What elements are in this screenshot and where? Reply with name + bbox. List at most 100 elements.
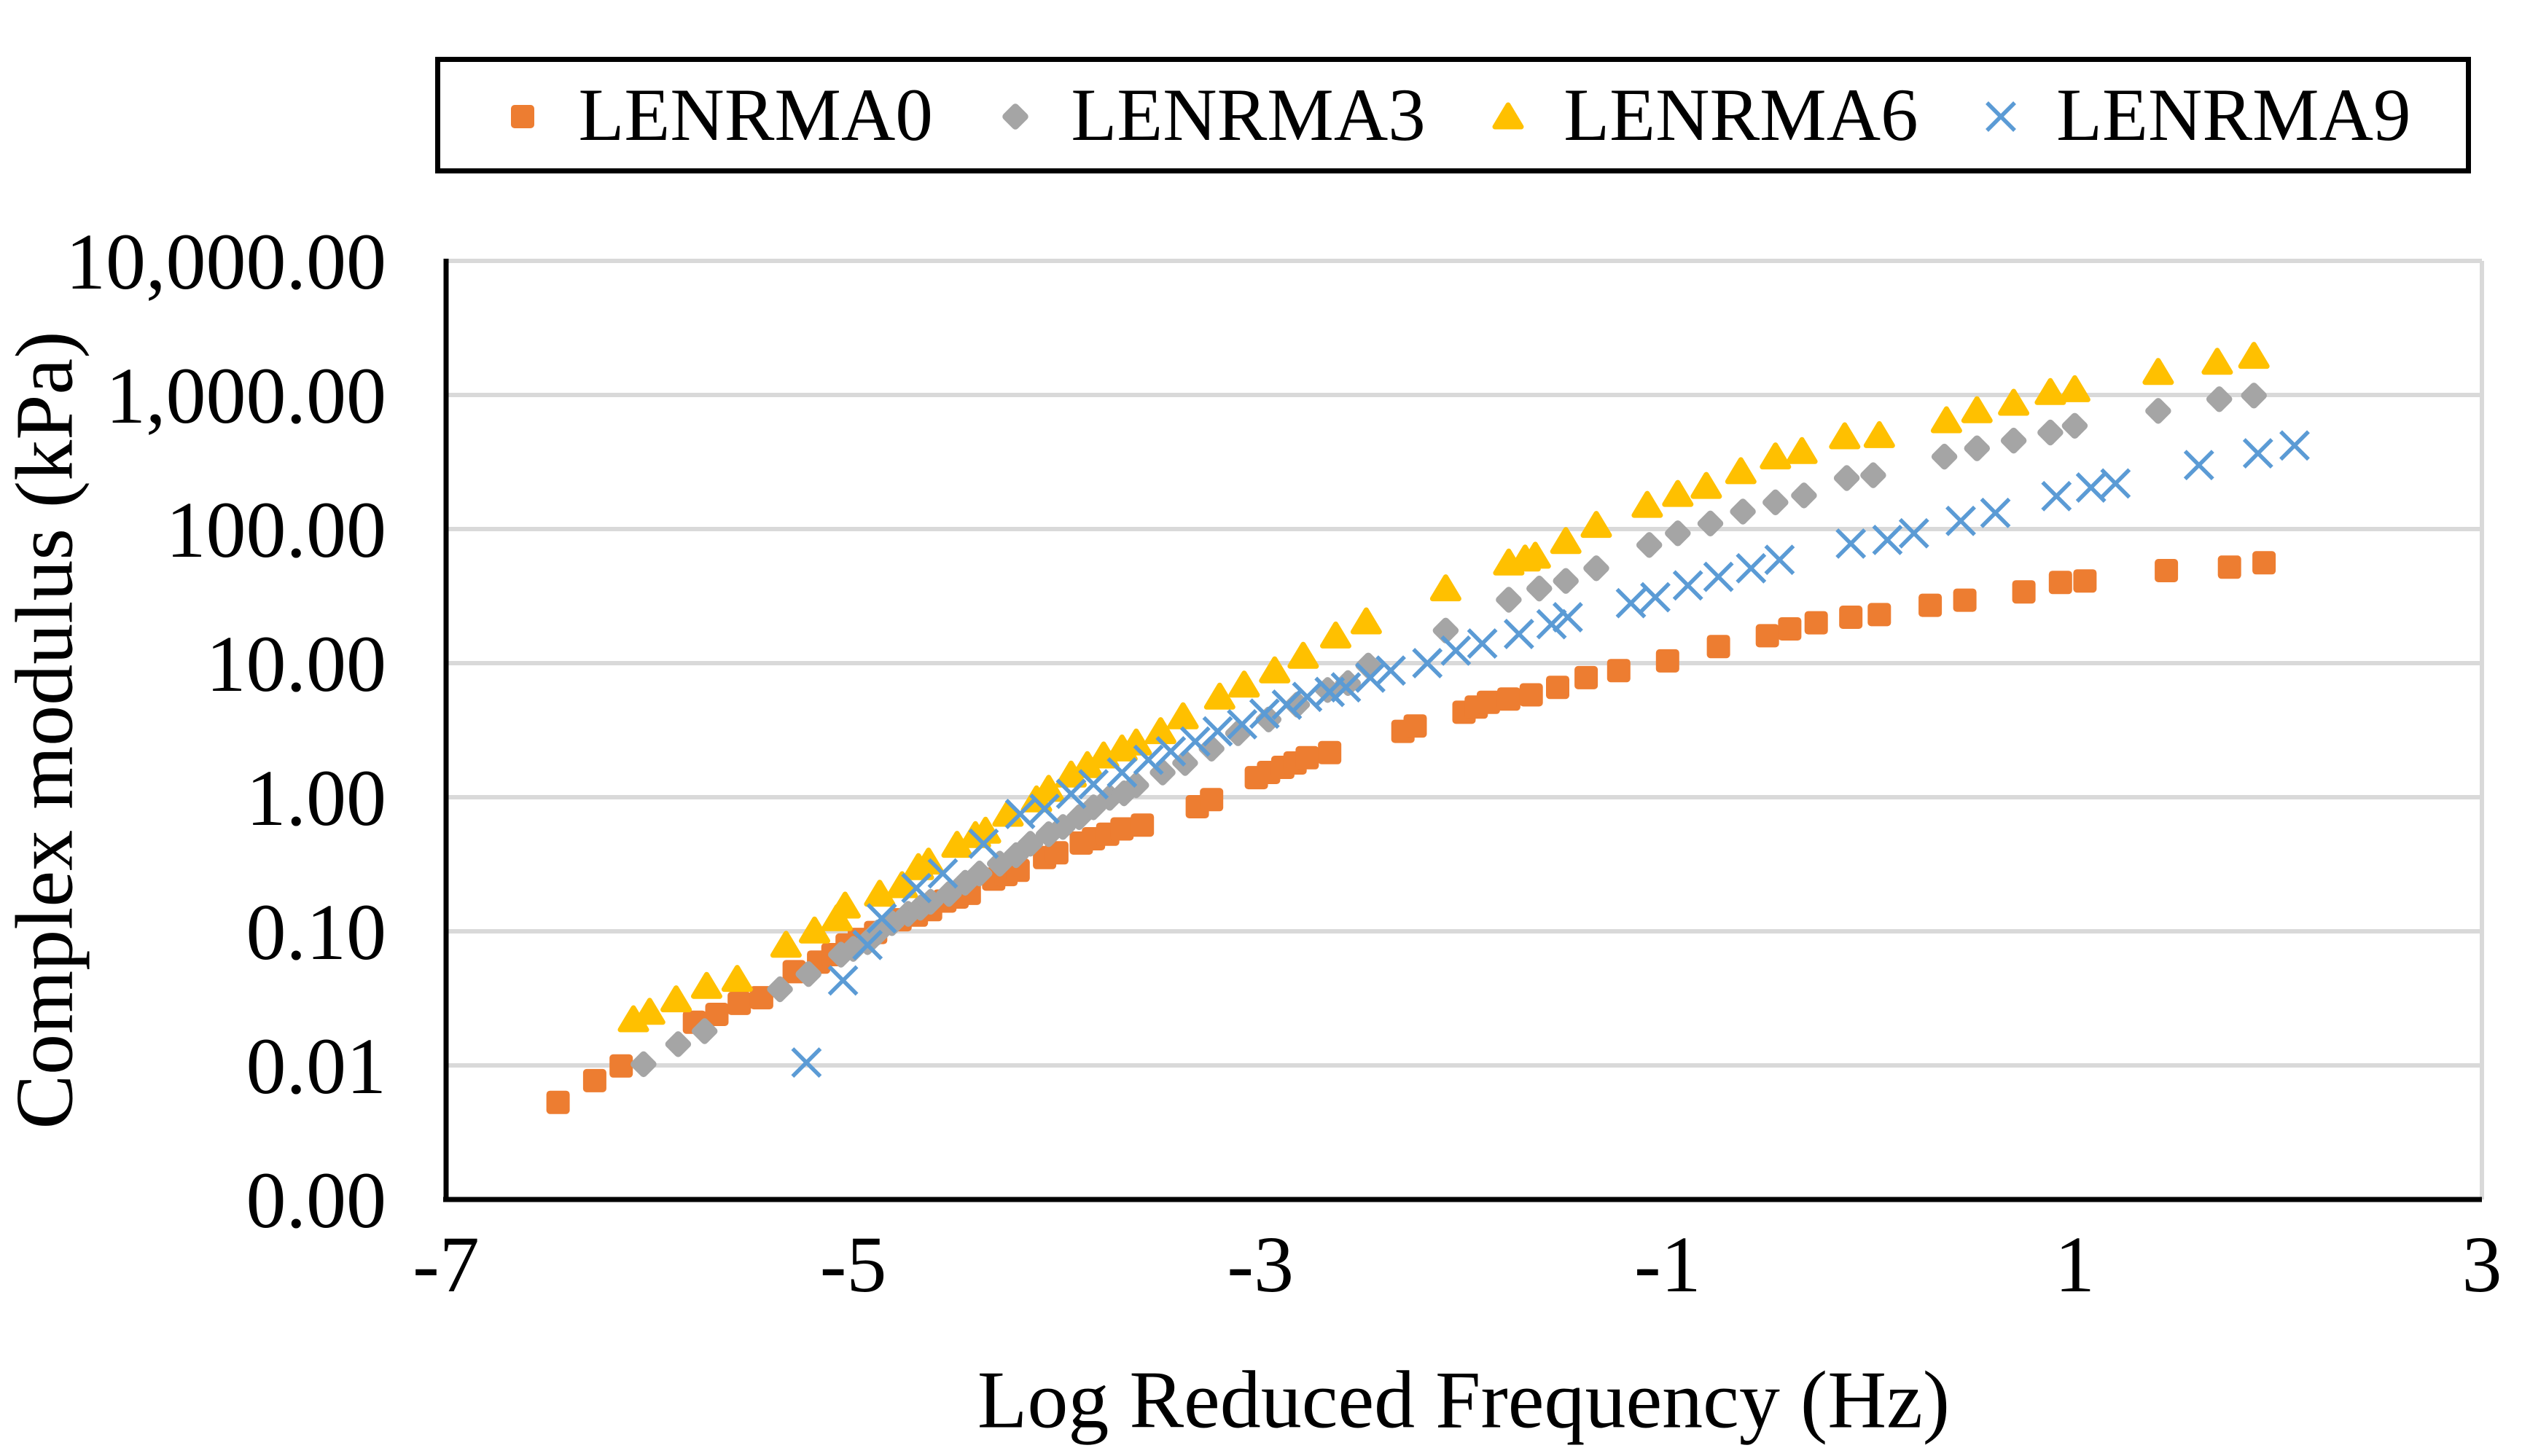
marker-square xyxy=(1778,617,1802,641)
marker-triangle xyxy=(660,985,692,1013)
legend-label: LENRMA3 xyxy=(1071,74,1426,157)
marker-triangle xyxy=(1167,702,1199,729)
marker-x xyxy=(2075,472,2107,503)
marker-square xyxy=(1804,611,1828,635)
marker-triangle xyxy=(2142,358,2174,385)
marker-x xyxy=(1736,552,1767,584)
marker-square xyxy=(1839,606,1863,629)
marker-square xyxy=(1574,665,1598,689)
marker-x xyxy=(968,828,999,859)
marker-diamond xyxy=(1730,498,1756,525)
marker-x xyxy=(1355,662,1386,693)
marker-diamond xyxy=(691,1018,718,1044)
marker-square xyxy=(1131,813,1155,837)
marker-x xyxy=(2183,450,2214,481)
marker-x xyxy=(1227,708,1258,740)
marker-diamond xyxy=(1636,532,1663,558)
marker-x xyxy=(1536,608,1567,640)
marker-square xyxy=(1918,593,1943,617)
marker-x xyxy=(1412,648,1443,678)
marker-diamond xyxy=(2206,386,2233,412)
marker-diamond xyxy=(2241,383,2267,409)
marker-square xyxy=(1477,690,1500,714)
marker-diamond xyxy=(1553,568,1579,594)
marker-triangle xyxy=(691,971,722,999)
y-tick-label: 10.00 xyxy=(206,619,387,708)
marker-square xyxy=(2252,551,2276,575)
marker-x xyxy=(1898,517,1929,549)
legend-label: LENRMA9 xyxy=(2056,74,2411,157)
x-tick-label: 3 xyxy=(2462,1220,2502,1309)
marker-triangle xyxy=(1786,437,1818,464)
marker-x xyxy=(1375,655,1406,686)
legend-item-lenrma3: LENRMA3 xyxy=(988,72,1426,158)
marker-diamond xyxy=(1697,510,1724,537)
legend-marker-x-icon xyxy=(1986,101,2017,132)
marker-triangle xyxy=(799,916,830,944)
marker-x xyxy=(1503,619,1534,649)
marker-x xyxy=(1980,497,2011,528)
marker-triangle xyxy=(1259,656,1291,684)
marker-square xyxy=(1496,687,1520,711)
legend-marker-square-icon xyxy=(511,105,535,128)
marker-square xyxy=(2073,569,2097,593)
marker-square xyxy=(1318,740,1342,764)
marker-x xyxy=(1764,544,1795,576)
marker-triangle xyxy=(1760,442,1792,470)
marker-x xyxy=(2242,438,2273,469)
marker-x xyxy=(1249,698,1280,729)
marker-diamond xyxy=(767,976,793,1003)
y-axis-title: Complex modulus (kPa) xyxy=(0,331,90,1130)
marker-x xyxy=(1615,587,1647,619)
marker-triangle xyxy=(1228,670,1260,698)
legend-item-lenrma0: LENRMA0 xyxy=(495,72,933,158)
marker-triangle xyxy=(1930,406,1962,434)
marker-square xyxy=(1953,588,1977,612)
marker-diamond xyxy=(665,1031,692,1057)
marker-square xyxy=(1867,603,1892,627)
marker-x xyxy=(1467,628,1498,659)
marker-triangle xyxy=(2034,377,2066,405)
marker-triangle xyxy=(1320,621,1351,649)
marker-diamond xyxy=(1665,520,1691,547)
marker-x xyxy=(827,965,859,996)
marker-x xyxy=(1440,635,1472,666)
marker-diamond xyxy=(2000,427,2027,454)
marker-triangle xyxy=(2058,375,2090,402)
marker-x xyxy=(1106,757,1138,788)
marker-triangle xyxy=(886,871,918,899)
legend-item-lenrma6: LENRMA6 xyxy=(1480,72,1918,158)
marker-square xyxy=(1403,714,1427,738)
marker-triangle xyxy=(1725,457,1757,485)
y-tick-label: 0.10 xyxy=(246,888,387,976)
marker-diamond xyxy=(2061,412,2088,439)
marker-triangle xyxy=(1203,682,1235,710)
marker-square xyxy=(749,986,773,1010)
legend-marker-triangle-icon xyxy=(1492,102,1524,130)
marker-x xyxy=(791,1047,822,1079)
marker-x xyxy=(1872,524,1903,555)
marker-x xyxy=(1986,101,2017,132)
marker-triangle xyxy=(1287,641,1319,669)
marker-triangle xyxy=(1631,490,1663,518)
marker-triangle xyxy=(2238,342,2270,369)
marker-x xyxy=(1004,799,1036,829)
marker-square xyxy=(2048,571,2072,595)
marker-square xyxy=(1706,635,1730,659)
legend-label: LENRMA0 xyxy=(578,74,933,157)
series-LENRMA3 xyxy=(630,383,2267,1078)
marker-triangle xyxy=(633,998,665,1025)
marker-triangle xyxy=(1690,471,1722,499)
y-tick-label: 1.00 xyxy=(246,754,387,842)
marker-square xyxy=(511,105,535,128)
marker-diamond xyxy=(2145,398,2171,424)
marker-square xyxy=(1655,649,1679,673)
marker-triangle xyxy=(1863,420,1895,448)
marker-square xyxy=(1546,676,1569,700)
marker-square xyxy=(1606,659,1631,683)
marker-diamond xyxy=(967,860,993,887)
x-tick-label: -7 xyxy=(413,1220,480,1309)
marker-x xyxy=(852,929,883,960)
series-LENRMA6 xyxy=(617,342,2270,1033)
